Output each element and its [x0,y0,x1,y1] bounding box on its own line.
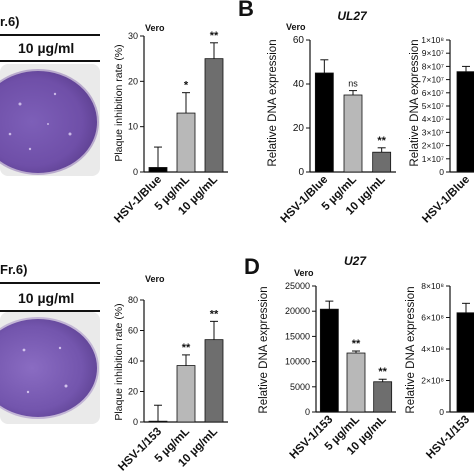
chart4-y-tick-label: 0 [133,417,138,427]
chart2-bar [314,72,334,173]
chart6-y-tick-label: 2×10⁸ [421,376,444,386]
chart3-category-label: HSV-1/Blue [420,174,472,226]
chart2-bar [372,151,392,173]
panel-letter-b: B [238,0,254,21]
chart5-bar [319,308,339,413]
chart2-significance-label: ** [377,135,386,147]
chart4-y-tick-label: 20 [128,387,138,397]
chart4-significance-label: ** [210,308,219,320]
chart3-y-tick-label: 9×10⁷ [422,48,444,58]
chart1-bar [204,58,224,173]
chart5-cell-label: Vero [294,268,314,278]
chart6-y-tick-label: 4×10⁸ [421,344,444,354]
plaque-plate-bottom [0,312,100,424]
chart1-cell-label: Vero [145,23,165,33]
chart6-y-label: Relative DNA expression [405,286,417,413]
chart2-y-tick-label: 20 [293,123,305,134]
chart3-y-tick-label: 6×10⁷ [422,88,444,98]
chart4-y-tick-label: 40 [128,356,138,366]
chart1-y-tick-label: 20 [128,76,138,86]
concentration-label-bottom: 10 µg/ml [18,290,75,306]
label-rule-top [0,34,100,36]
chart3-y-tick-label: 3×10⁷ [422,127,444,137]
chart4-significance-label: ** [182,342,191,354]
chart2-y-tick-label: 0 [298,167,304,178]
plaque-plate-top [0,64,100,176]
chart1-bar [148,167,168,173]
chart5-category-label: HSV-1/153 [288,414,336,462]
chart4-bar [176,365,196,423]
concentration-rule-bottom [0,310,100,312]
chart3-y-label: Relative DNA expression [409,39,421,166]
chart1-y-tick-label: 10 [128,122,138,132]
chart5-bar [346,352,366,413]
chart6-bar [456,312,474,413]
chart4-y-tick-label: 80 [128,295,138,305]
chart5-y-tick-label: 10000 [285,357,310,367]
chart3-y-tick-label: 1×10⁸ [421,35,444,45]
chart6-y-tick-label: 6×10⁸ [421,313,444,323]
chart6-y-tick-label: 8×10⁸ [421,281,444,291]
chart1-y-tick-label: 0 [133,167,138,177]
concentration-rule-top [0,60,100,62]
chart5-y-tick-label: 5000 [290,382,310,392]
chart2-significance-label: ns [348,79,358,89]
chart3-y-tick-label: 1×10⁷ [422,154,444,164]
chart5-significance-label: ** [352,338,361,350]
chart3-y-tick-label: 0 [439,167,444,177]
chart4-cell-label: Vero [145,274,165,284]
chart5-y-tick-label: 0 [305,407,310,417]
chart5-bar [373,381,393,413]
chart2-cell-label: Vero [286,22,306,32]
chart4-y-label: Plaque inhibition rate (%) [113,303,125,420]
plaque-dish-bottom [0,317,99,419]
chart4-y-tick-label: 60 [128,326,138,336]
chart3-y-tick-label: 2×10⁷ [422,141,444,151]
chart5-y-tick-label: 25000 [285,281,310,291]
fragment-label-bottom: Fr.6) [0,262,28,277]
chart2-bar [343,94,363,173]
chart1-significance-label: * [184,80,189,92]
chart6-category-label: HSV-1/153 [424,414,472,462]
chart4-bar [204,339,224,423]
chart5-y-tick-label: 20000 [285,306,310,316]
chart2-category-label: HSV-1/Blue [279,174,331,226]
plaque-dish-top [0,69,99,175]
chart2-title: UL27 [337,9,368,23]
chart3-y-tick-label: 8×10⁷ [422,61,444,71]
chart5-y-label: Relative DNA expression [258,286,270,413]
chart2-y-tick-label: 40 [293,79,305,90]
chart1-significance-label: ** [210,30,219,42]
label-rule-bottom [0,282,100,284]
concentration-label-top: 10 µg/ml [18,40,75,56]
chart3-y-tick-label: 5×10⁷ [422,101,444,111]
chart4-category-label: HSV-1/153 [116,426,164,474]
chart2-y-label: Relative DNA expression [267,39,279,166]
chart6-y-tick-label: 0 [439,407,444,417]
chart5-y-tick-label: 15000 [285,331,310,341]
chart4-bar [148,420,168,423]
fragment-label-top: r.6) [0,14,20,29]
panel-letter-d: D [244,254,260,279]
chart3-y-tick-label: 4×10⁷ [422,114,444,124]
chart5-significance-label: ** [378,366,387,378]
chart1-bar [176,112,196,173]
chart1-y-tick-label: 30 [128,31,138,41]
chart5-title: U27 [344,254,367,268]
chart3-bar [456,71,474,173]
chart3-y-tick-label: 7×10⁷ [422,75,444,85]
chart2-y-tick-label: 60 [293,35,305,46]
chart1-y-label: Plaque inhibition rate (%) [113,44,125,161]
